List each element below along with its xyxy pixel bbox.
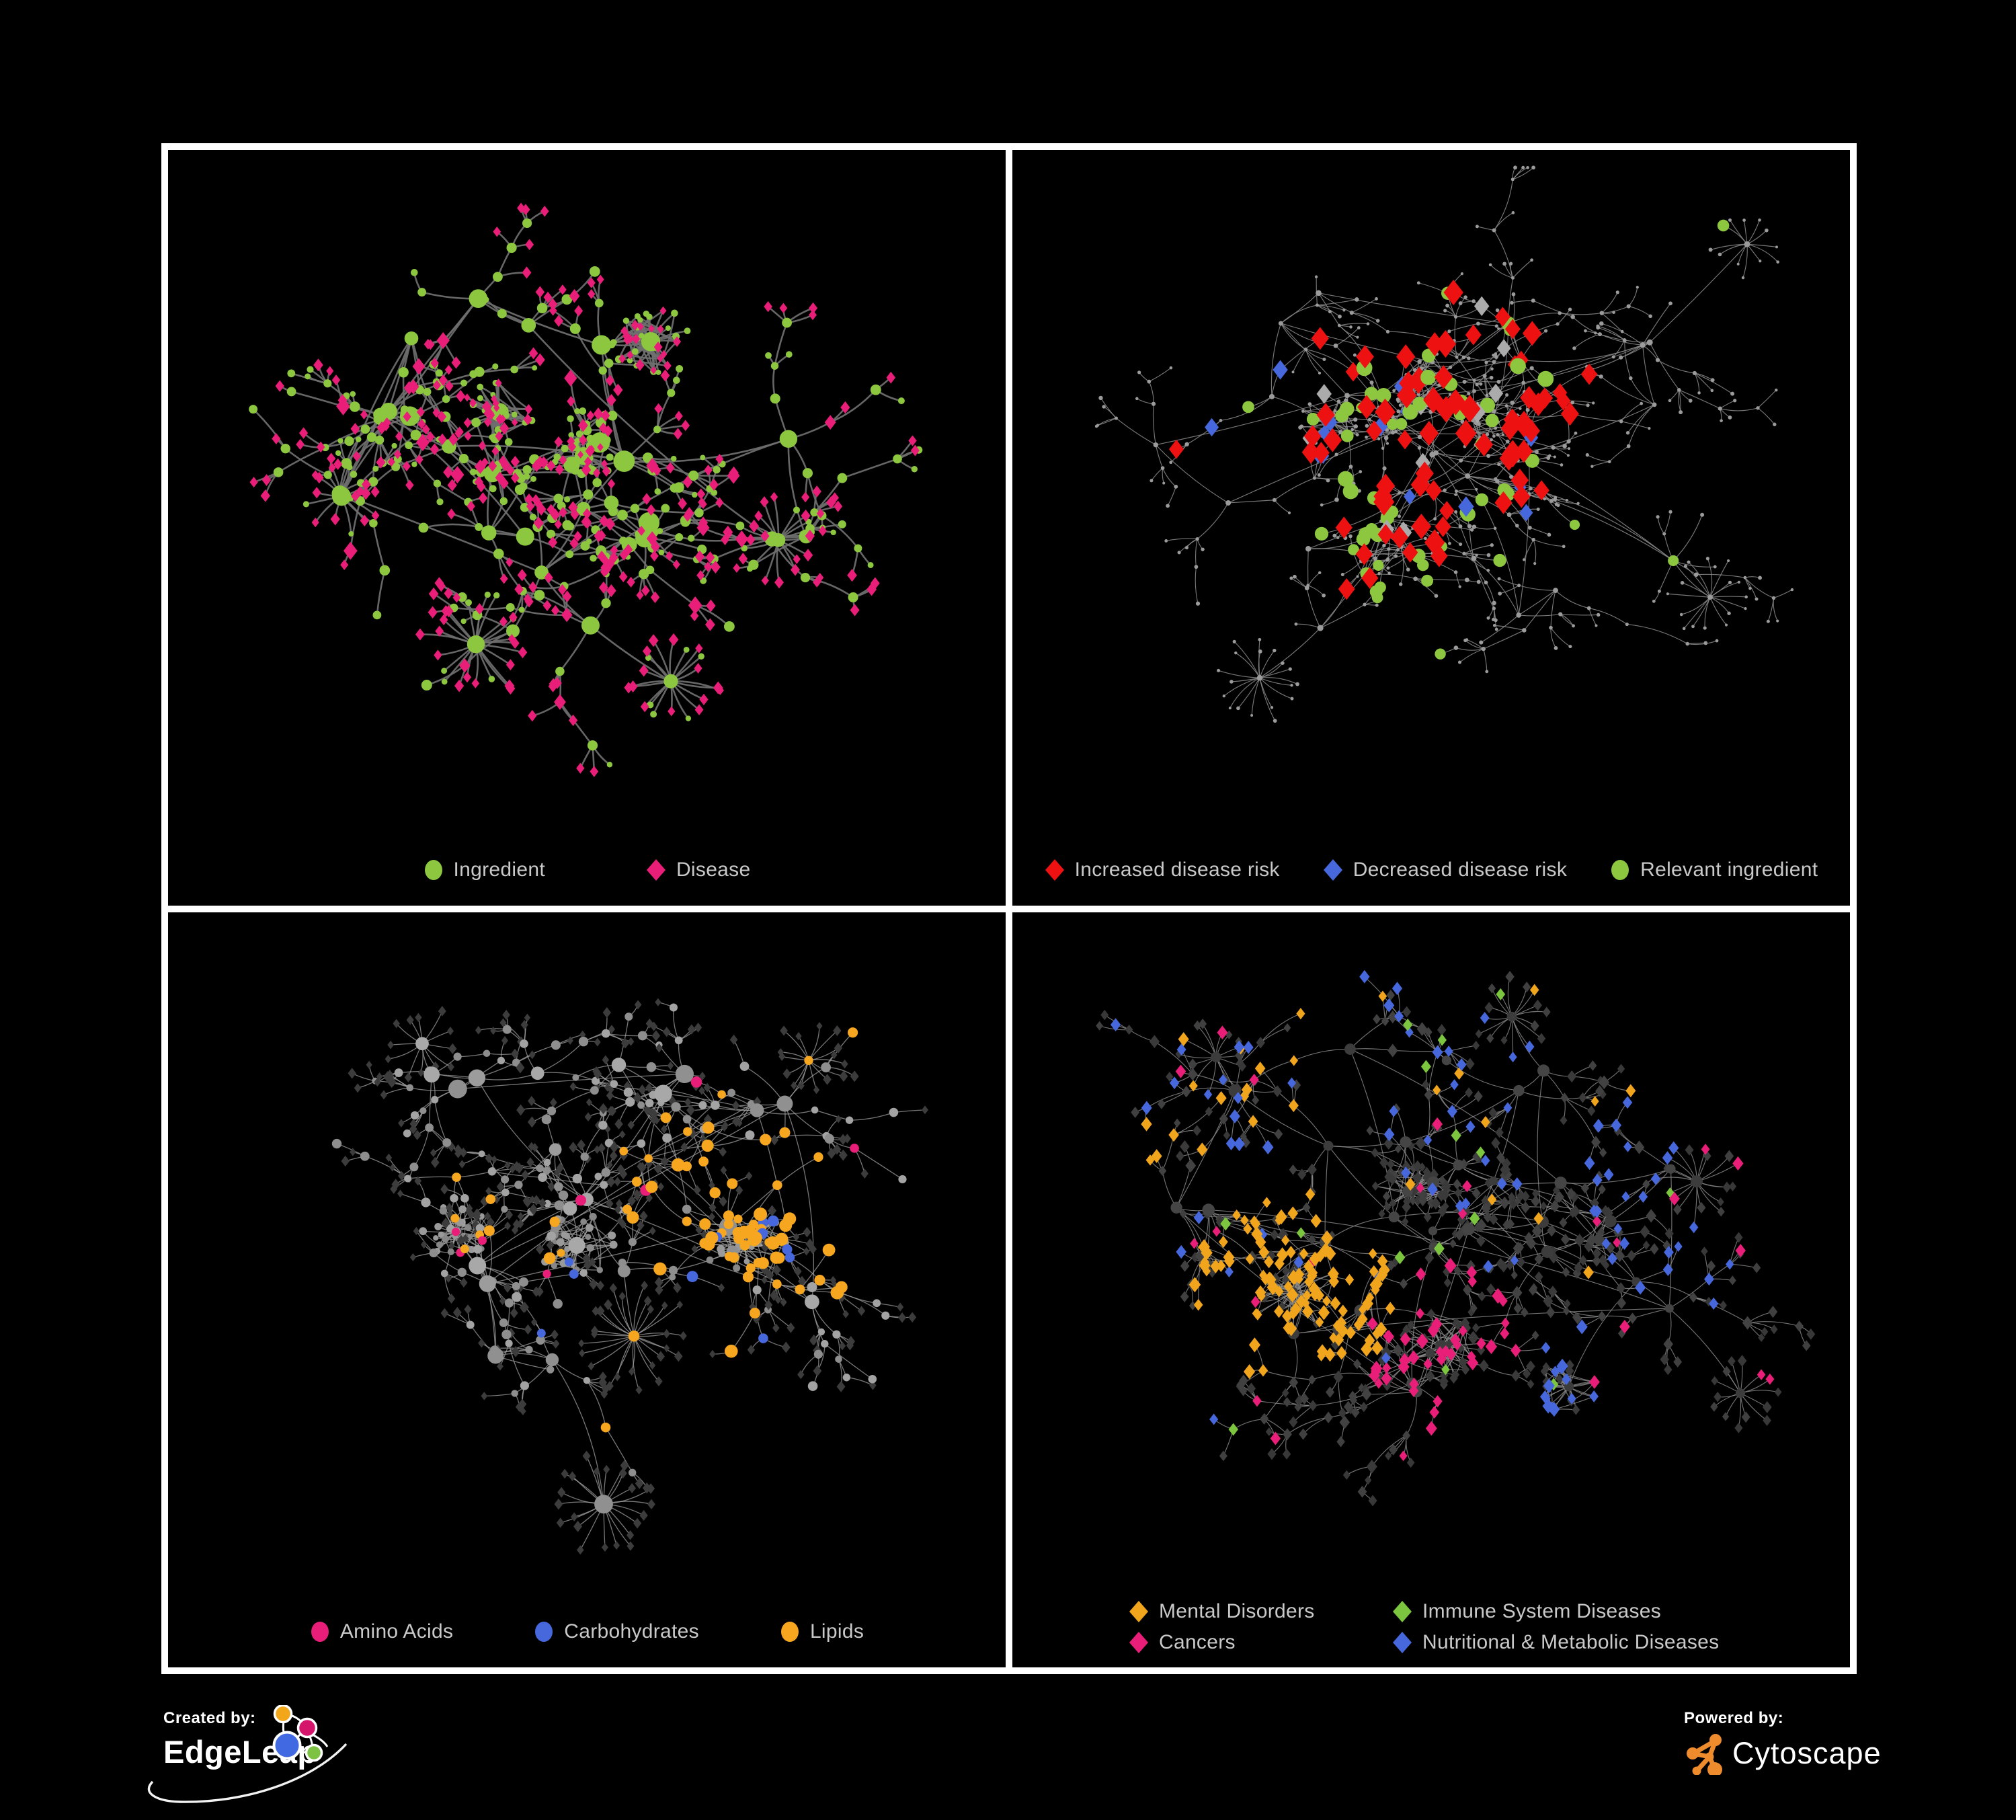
- cytoscape-credit: Powered by: Cytoscape: [1684, 1709, 1980, 1817]
- panel-nutrient-categories: Amino Acids Carbohydrates Lipids: [168, 912, 1006, 1667]
- panel-grid: Ingredient Disease Increased disease risk…: [161, 143, 1857, 1674]
- edgeleap-logo-icon: [272, 1705, 329, 1762]
- panel-disease-categories: Mental Disorders Immune System Diseases Ca…: [1012, 912, 1850, 1667]
- panel-ingredient-disease: Ingredient Disease: [168, 150, 1006, 906]
- panel-disease-risk: Increased disease risk Decreased disease …: [1012, 150, 1850, 906]
- cytoscape-logo-icon: [1687, 1734, 1722, 1775]
- network-graph: [331, 998, 928, 1554]
- network-graph: [1094, 165, 1794, 723]
- cytoscape-wordmark: Cytoscape: [1732, 1736, 1882, 1770]
- edgeleap-credit: Created by: EdgeLeap: [147, 1705, 419, 1820]
- edgeleap-swoosh-icon: [147, 1743, 348, 1803]
- network-graph: [249, 202, 923, 777]
- powered-by-label: Powered by:: [1684, 1709, 1784, 1727]
- created-by-label: Created by:: [163, 1709, 256, 1727]
- network-graph: [1096, 970, 1816, 1506]
